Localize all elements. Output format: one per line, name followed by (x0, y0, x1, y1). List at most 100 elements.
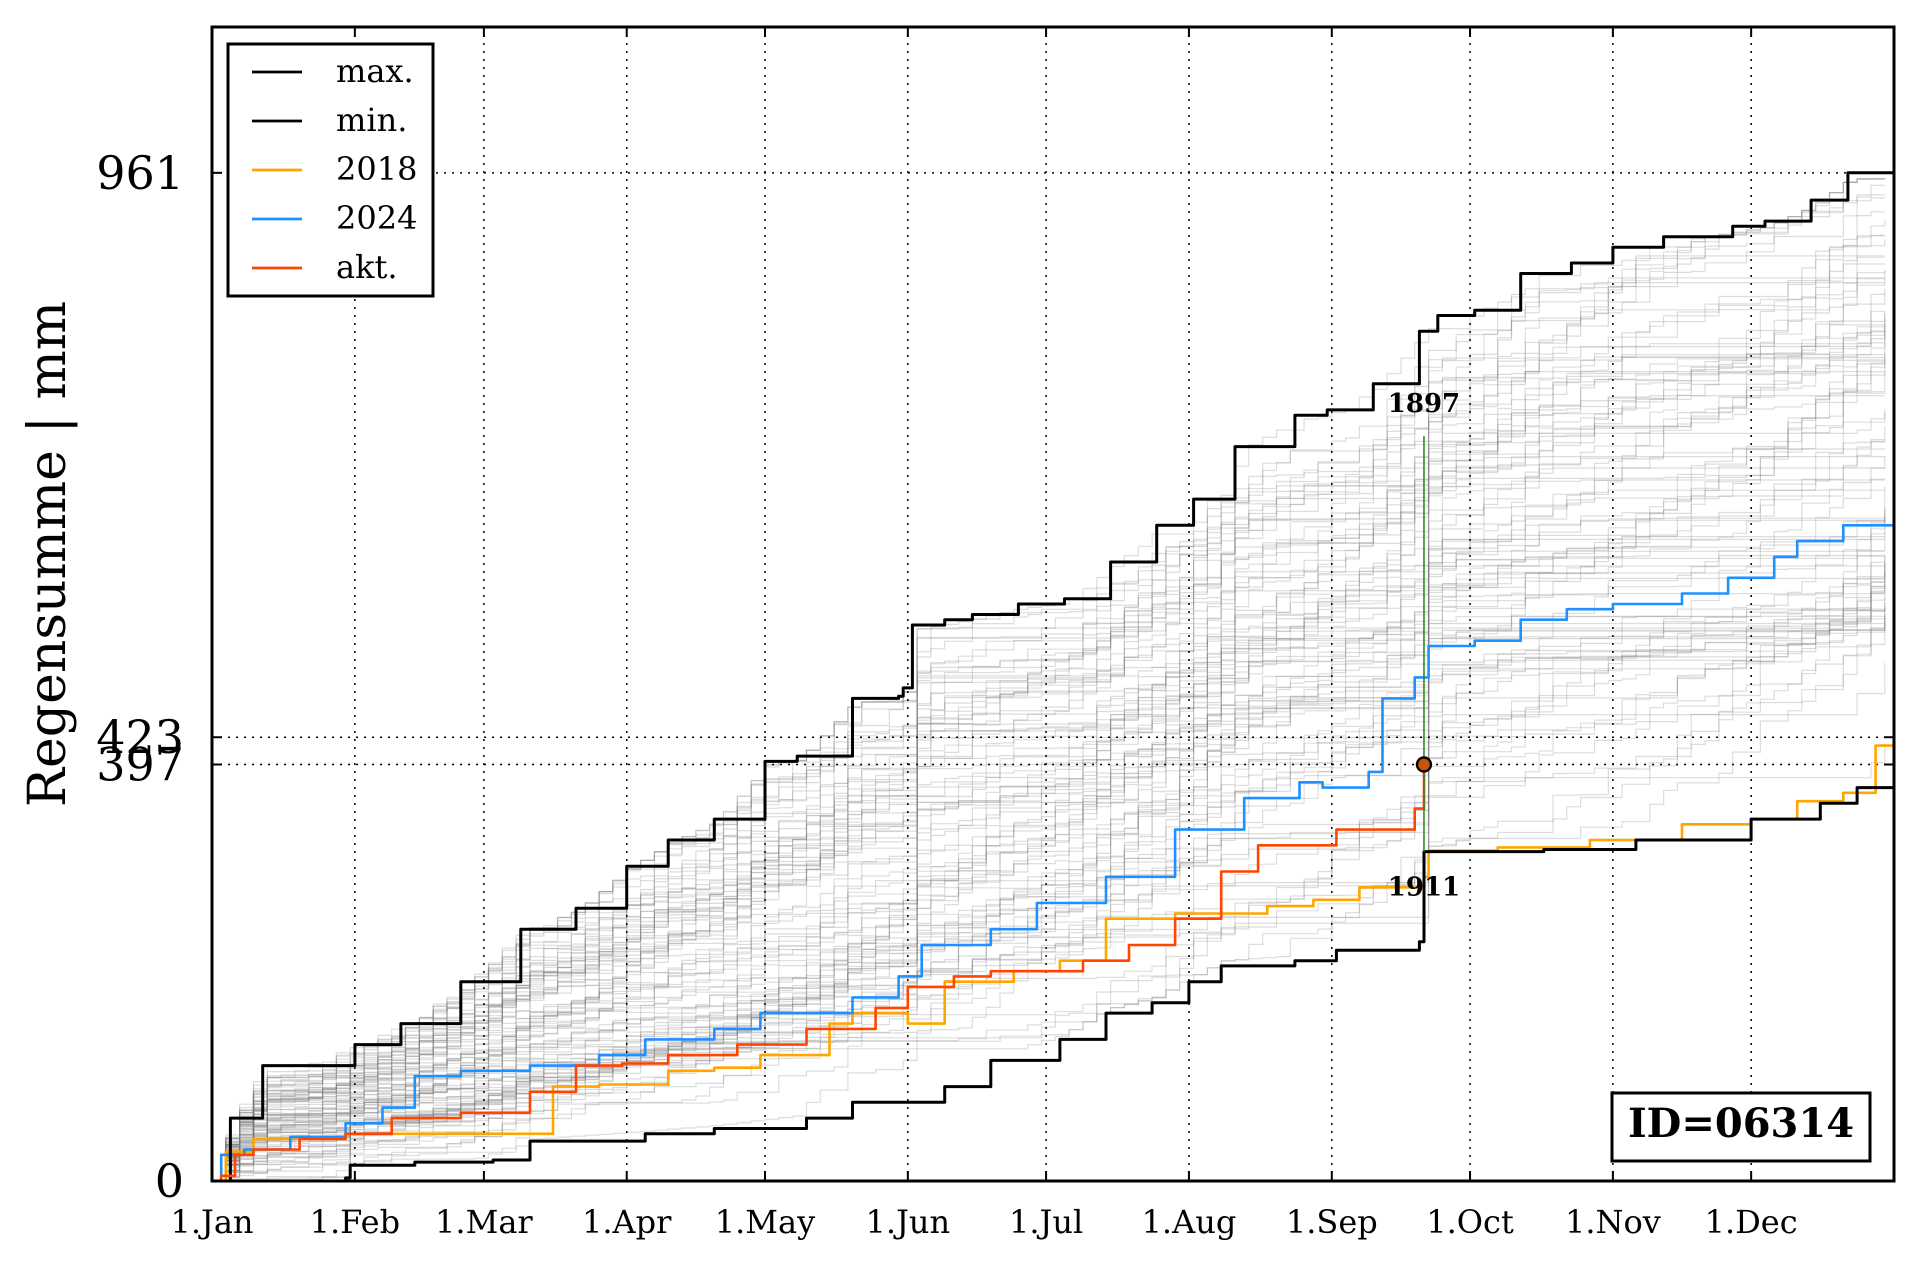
historical-year-line (212, 362, 1885, 1182)
series-line-min (212, 737, 1896, 1183)
y-axis-label: Regensumme | mm (18, 301, 78, 807)
legend-entry-label: max. (336, 52, 414, 90)
historical-year-line (212, 256, 1885, 1182)
id-label: ID=06314 (1628, 1100, 1854, 1147)
historical-year-line (212, 311, 1886, 1182)
historical-year-line (212, 486, 1886, 1182)
historical-year-line (212, 561, 1885, 1182)
historical-year-line (212, 358, 1886, 1182)
historical-year-line (212, 622, 1885, 1182)
historical-year-line (212, 395, 1885, 1182)
historical-year-line (212, 478, 1885, 1182)
historical-year-line (212, 562, 1886, 1182)
series-line-2024 (212, 520, 1896, 1183)
historical-year-line (212, 467, 1885, 1182)
historical-year-line (212, 356, 1885, 1182)
record-year-label: 1897 (1388, 389, 1460, 419)
historical-year-line (212, 318, 1886, 1182)
historical-year-line (212, 620, 1886, 1182)
x-tick-label: 1.May (715, 1203, 815, 1241)
historical-year-line (212, 556, 1886, 1182)
historical-year-line (212, 597, 1886, 1182)
x-tick-label: 1.Mar (435, 1203, 533, 1241)
legend-entry-label: akt. (336, 248, 398, 286)
historical-year-line (212, 586, 1885, 1182)
historical-year-line (212, 324, 1886, 1182)
historical-year-line (212, 489, 1885, 1182)
historical-year-line (212, 629, 1885, 1182)
historical-year-line (212, 371, 1885, 1182)
historical-year-line (212, 591, 1885, 1182)
historical-year-line (212, 372, 1886, 1182)
historical-year-line (212, 583, 1886, 1182)
historical-year-line (212, 426, 1886, 1182)
historical-year-line (212, 278, 1885, 1182)
historical-year-line (212, 331, 1886, 1182)
historical-year-line (212, 510, 1886, 1182)
series-line-akt (212, 764, 1426, 1183)
historical-year-line (212, 456, 1885, 1182)
historical-year-line (212, 532, 1886, 1182)
historical-year-line (212, 409, 1886, 1182)
id-box: ID=06314 (1610, 1091, 1872, 1163)
historical-year-line (212, 412, 1886, 1182)
historical-years-layer (212, 178, 1886, 1182)
historical-year-line (212, 610, 1885, 1182)
historical-year-line (212, 328, 1886, 1182)
historical-year-line (212, 270, 1886, 1182)
historical-year-line (212, 564, 1886, 1182)
grid-layer (212, 27, 1894, 1181)
historical-year-line (212, 219, 1886, 1182)
series-line-max (212, 171, 1894, 1183)
plot-frame (210, 25, 1896, 1183)
historical-year-line (212, 310, 1885, 1182)
x-tick-label: 1.Jan (170, 1203, 253, 1241)
historical-year-line (212, 326, 1885, 1182)
historical-year-line (212, 288, 1886, 1182)
historical-year-line (212, 293, 1886, 1182)
historical-year-line (212, 441, 1885, 1182)
historical-year-line (212, 234, 1885, 1182)
historical-year-line (212, 352, 1886, 1182)
historical-year-line (212, 571, 1886, 1182)
historical-year-line (212, 662, 1886, 1182)
current-value-marker (1415, 756, 1433, 773)
historical-year-line (212, 178, 1885, 1182)
legend-entry-label: min. (336, 101, 407, 139)
historical-year-line (212, 565, 1885, 1182)
x-tick-label: 1.Nov (1565, 1203, 1661, 1241)
historical-year-line (212, 277, 1885, 1182)
historical-year-line (212, 255, 1885, 1182)
historical-year-line (212, 354, 1885, 1182)
historical-year-line (212, 587, 1886, 1182)
historical-year-line (212, 536, 1885, 1182)
historical-year-line (212, 507, 1886, 1182)
x-tick-label: 1.Sep (1286, 1203, 1378, 1241)
historical-year-line (212, 519, 1886, 1182)
historical-year-line (212, 392, 1886, 1182)
historical-year-line (212, 616, 1886, 1182)
historical-year-line (212, 519, 1885, 1182)
historical-year-line (212, 607, 1886, 1182)
legend: max. min. 2018 2024 akt. (226, 42, 435, 298)
historical-year-line (212, 554, 1885, 1182)
historical-year-line (212, 581, 1885, 1182)
historical-year-line (212, 269, 1886, 1182)
x-tick-label: 1.Oct (1426, 1203, 1514, 1241)
historical-year-line (212, 342, 1885, 1182)
historical-year-line (212, 573, 1886, 1182)
historical-year-line (212, 178, 1885, 1182)
historical-year-line (212, 282, 1885, 1182)
id-box-frame (1610, 1091, 1872, 1163)
historical-year-line (212, 623, 1886, 1182)
historical-year-line (212, 602, 1886, 1182)
historical-year-line (212, 194, 1885, 1182)
x-tick-label: 1.Jul (1009, 1203, 1083, 1241)
historical-year-line (212, 555, 1885, 1182)
y-tick-label: 423 (96, 710, 184, 764)
historical-year-line (212, 197, 1885, 1182)
historical-year-line (212, 359, 1885, 1182)
y-tick-label: 397 (96, 738, 184, 792)
x-tick-label: 1.Apr (582, 1203, 672, 1241)
